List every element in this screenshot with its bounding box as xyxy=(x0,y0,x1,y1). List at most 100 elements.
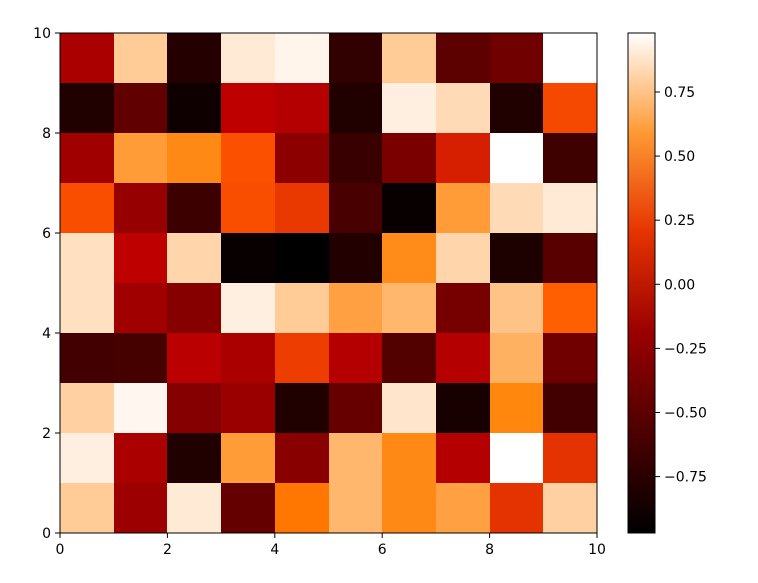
heatmap-cell xyxy=(60,183,114,233)
heatmap-cell xyxy=(329,483,382,533)
heatmap-cell xyxy=(436,283,490,333)
heatmap-cell xyxy=(275,83,329,133)
heatmap-cell xyxy=(436,233,490,283)
heatmap-cell xyxy=(382,283,436,333)
x-tick-label: 4 xyxy=(270,542,279,558)
y-tick-label: 8 xyxy=(42,126,51,142)
heatmap-cell xyxy=(490,233,543,283)
x-tick-label: 2 xyxy=(163,542,172,558)
heatmap-cell xyxy=(114,33,167,83)
heatmap-cell xyxy=(543,133,597,183)
heatmap-cell xyxy=(114,83,167,133)
heatmap-cell xyxy=(60,383,114,433)
heatmap-cell xyxy=(167,483,221,533)
heatmap-cell xyxy=(275,133,329,183)
heatmap-cell xyxy=(60,333,114,383)
heatmap-cell xyxy=(382,183,436,233)
heatmap-cell xyxy=(60,283,114,333)
heatmap-cell xyxy=(382,433,436,483)
colorbar-tick-label: −0.75 xyxy=(664,470,707,486)
y-tick-label: 2 xyxy=(42,426,51,442)
heatmap-cell xyxy=(329,233,382,283)
heatmap-cell xyxy=(436,383,490,433)
heatmap-cell xyxy=(114,333,167,383)
heatmap-cell xyxy=(329,83,382,133)
heatmap-cell xyxy=(114,383,167,433)
heatmap-cell xyxy=(436,433,490,483)
heatmap-cell xyxy=(490,183,543,233)
heatmap-cell xyxy=(382,33,436,83)
heatmap-cell xyxy=(543,233,597,283)
y-tick-label: 6 xyxy=(42,226,51,242)
heatmap-cell xyxy=(167,283,221,333)
heatmap-cell xyxy=(329,333,382,383)
heatmap-cell xyxy=(275,433,329,483)
heatmap-cell xyxy=(60,233,114,283)
heatmap-cell xyxy=(490,133,543,183)
heatmap-cell xyxy=(221,83,275,133)
heatmap-cell xyxy=(543,83,597,133)
heatmap-cell xyxy=(275,233,329,283)
heatmap-cell xyxy=(221,183,275,233)
heatmap-cell xyxy=(329,33,382,83)
heatmap-cell xyxy=(543,283,597,333)
heatmap-cell xyxy=(114,283,167,333)
heatmap-cell xyxy=(436,183,490,233)
heatmap-cell xyxy=(167,433,221,483)
heatmap-cell xyxy=(490,433,543,483)
colorbar-tick-label: 0.00 xyxy=(664,277,695,293)
x-tick-label: 10 xyxy=(588,542,606,558)
heatmap-cell xyxy=(114,483,167,533)
heatmap-cell xyxy=(490,83,543,133)
colorbar-tick-label: −0.50 xyxy=(664,405,707,421)
x-tick-label: 8 xyxy=(485,542,494,558)
heatmap-cell xyxy=(60,33,114,83)
x-tick-label: 6 xyxy=(378,542,387,558)
heatmap-cell xyxy=(114,133,167,183)
heatmap-cell xyxy=(543,333,597,383)
heatmap-cell xyxy=(221,283,275,333)
heatmap-cell xyxy=(329,183,382,233)
heatmap-cell xyxy=(543,183,597,233)
heatmap-cell xyxy=(221,133,275,183)
heatmap-cell xyxy=(329,383,382,433)
heatmap-cell xyxy=(436,33,490,83)
heatmap-cell xyxy=(329,283,382,333)
heatmap-cell xyxy=(490,483,543,533)
axes: 0 2 4 6 8 10 0 2 4 6 8 10 xyxy=(33,26,606,558)
heatmap-cell xyxy=(114,433,167,483)
heatmap-cell xyxy=(221,233,275,283)
heatmap-cell xyxy=(543,433,597,483)
heatmap-cell xyxy=(490,333,543,383)
heatmap-cell xyxy=(382,333,436,383)
heatmap-cell xyxy=(275,183,329,233)
heatmap-cell xyxy=(221,483,275,533)
colorbar-tick-label: 0.50 xyxy=(664,149,695,165)
heatmap-cell xyxy=(382,383,436,433)
heatmap-cell xyxy=(114,183,167,233)
heatmap-cell xyxy=(275,33,329,83)
heatmap-cell xyxy=(275,383,329,433)
y-tick-label: 0 xyxy=(42,526,51,542)
y-tick-label: 4 xyxy=(42,326,51,342)
heatmap-cell xyxy=(60,133,114,183)
heatmap-cell xyxy=(329,133,382,183)
colorbar: −0.75 −0.50 −0.25 0.00 0.25 0.50 0.75 xyxy=(627,32,707,534)
heatmap-cell xyxy=(221,433,275,483)
heatmap-cell xyxy=(382,133,436,183)
heatmap-cell xyxy=(329,433,382,483)
colorbar-tick-label: 0.75 xyxy=(664,85,695,101)
colorbar-tick-label: −0.25 xyxy=(664,341,707,357)
heatmap-cell xyxy=(543,383,597,433)
colorbar-gradient xyxy=(627,32,656,534)
heatmap-cell xyxy=(167,183,221,233)
x-tick-label: 0 xyxy=(56,542,65,558)
heatmap-cell xyxy=(490,33,543,83)
heatmap-cell xyxy=(543,33,597,83)
heatmap-cell xyxy=(275,333,329,383)
heatmap-cell xyxy=(490,283,543,333)
heatmap-cell xyxy=(114,233,167,283)
heatmap-cell xyxy=(436,333,490,383)
plot-frame xyxy=(59,32,598,534)
heatmap-cell xyxy=(221,383,275,433)
